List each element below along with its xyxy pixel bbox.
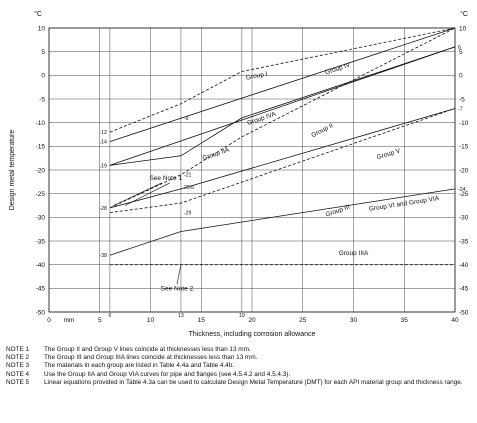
x-tick-label: 20 — [248, 317, 256, 324]
x-extra-tick-label: 19 — [239, 313, 245, 319]
curve-label: Group IIIA — [339, 250, 369, 257]
series-line-group-iii — [109, 108, 456, 213]
annotation-arrow — [112, 182, 162, 207]
y-tick-label-right: -45 — [459, 286, 469, 293]
x-tick-label: 5 — [98, 317, 102, 324]
point-label: -9 — [184, 116, 189, 122]
series-line-group-vi-and-group-via — [109, 188, 456, 256]
x-tick-label: 40 — [451, 317, 459, 324]
note-id: NOTE 3 — [6, 362, 30, 370]
note-id: NOTE 2 — [6, 354, 30, 362]
x-tick-label: 15 — [198, 317, 206, 324]
y-tick-label-left: -10 — [36, 120, 46, 127]
point-label: -38 — [99, 253, 107, 259]
x-tick-label: 10 — [147, 317, 155, 324]
y-tick-label-left: 10 — [38, 25, 46, 32]
point-label: -7 — [458, 106, 463, 112]
y-unit-right: °C — [460, 10, 468, 18]
point-label: -21 — [184, 173, 192, 179]
y-tick-label-right: -5 — [459, 96, 465, 103]
y-tick-label-left: -5 — [39, 96, 45, 103]
point-label: -19 — [99, 163, 107, 169]
y-tick-label-right: -25 — [459, 191, 469, 198]
y-tick-label-right: -35 — [459, 238, 469, 245]
point-label: -24 — [458, 187, 466, 193]
note-text: The Group II and Group V lines coincide … — [44, 346, 251, 353]
note-4: NOTE 4 Use the Group IIA and Group VIA cu… — [6, 371, 474, 379]
x-tick-label: 35 — [401, 317, 409, 324]
note-id: NOTE 4 — [6, 370, 30, 378]
y-tick-label-right: -10 — [459, 120, 469, 127]
y-unit-left: °C — [34, 10, 42, 18]
chart-labels: 10 10 5 5 0 0 -5 -5 -10 -10 -15 -15 -20 -20 -25 -25 -30 -… — [9, 10, 469, 338]
point-label: 23.6 — [184, 185, 194, 191]
y-tick-label-right: -50 — [459, 309, 469, 316]
y-tick-label-left: -35 — [36, 238, 46, 245]
point-label: 6 — [458, 45, 461, 51]
x-extra-tick-label: 13 — [178, 313, 184, 319]
note-1: NOTE 1 The Group II and Group V lines coi… — [6, 346, 474, 354]
note-2: NOTE 2 The Group III and Group IIIA lines… — [6, 354, 474, 362]
y-tick-label-right: -15 — [459, 144, 469, 151]
chart-figure: 10 10 5 5 0 0 -5 -5 -10 -10 -15 -15 -20 -20 -25 -25 -30 -… — [9, 10, 469, 338]
y-tick-label-left: -25 — [36, 191, 46, 198]
y-tick-label-right: 10 — [459, 25, 467, 32]
y-tick-label-right: -20 — [459, 167, 469, 174]
y-tick-label-right: 5 — [459, 49, 463, 56]
note-text: The Group III and Group IIIA lines coinc… — [44, 354, 258, 362]
series-line-group-v — [109, 108, 456, 209]
note-3: NOTE 3 The materials in each group are li… — [6, 362, 474, 370]
note-id: NOTE 5 — [6, 378, 30, 386]
y-tick-label-left: 5 — [41, 49, 45, 56]
y-tick-label-right: 0 — [459, 73, 463, 80]
point-label: -29 — [184, 211, 192, 217]
series-line-group-i — [109, 27, 456, 133]
y-tick-label-left: -45 — [36, 286, 46, 293]
x-axis-title: Thickness, including corrosion allowance — [189, 331, 316, 338]
point-label: -12 — [99, 130, 107, 136]
y-tick-label-left: -15 — [36, 144, 46, 151]
x-unit: mm — [64, 317, 75, 324]
y-tick-label-left: -40 — [36, 262, 46, 269]
note-text: The materials in each group are listed i… — [44, 362, 235, 370]
x-extra-tick-label: 6 — [108, 313, 111, 319]
x-tick-label: 0 — [47, 317, 51, 324]
note-5: NOTE 5 Linear equations provided in Table… — [6, 379, 474, 387]
annotation-see-note-1: See Note 1 — [149, 175, 182, 182]
curve-label: Group II — [310, 122, 334, 139]
series-lines — [109, 27, 456, 266]
curve-label: Group I — [245, 71, 268, 82]
y-tick-label-left: -30 — [36, 215, 46, 222]
series-line-group-iia — [109, 46, 456, 166]
series-line-group-iv — [109, 27, 456, 142]
annotation-see-note-2: See Note 2 — [161, 285, 194, 292]
y-tick-label-right: -30 — [459, 215, 469, 222]
grid — [48, 27, 456, 313]
y-tick-label-left: -50 — [36, 309, 46, 316]
curve-label: Group III — [325, 204, 351, 219]
annotation-arrow — [176, 264, 182, 285]
curve-label: Group IIA — [202, 146, 231, 162]
y-tick-label-left: -20 — [36, 167, 46, 174]
curve-label: Group V — [376, 147, 402, 161]
y-tick-label-right: -40 — [459, 262, 469, 269]
note-text: Linear equations provided in Table 4.3a … — [44, 378, 463, 386]
y-axis-title: Design metal temperature — [9, 130, 16, 211]
note-text: Use the Group IIA and Group VIA curves f… — [44, 370, 291, 378]
notes-section: NOTE 1 The Group II and Group V lines coi… — [6, 346, 474, 387]
point-label: -14 — [99, 140, 107, 146]
point-label: -28 — [99, 206, 107, 212]
note-id: NOTE 1 — [6, 346, 30, 353]
x-tick-label: 30 — [350, 317, 358, 324]
x-tick-label: 25 — [299, 317, 307, 324]
curve-label: Group IV — [324, 62, 352, 77]
y-tick-label-left: 0 — [41, 73, 45, 80]
series-line-group-iva — [109, 46, 456, 166]
annotation-arrow — [124, 182, 170, 206]
